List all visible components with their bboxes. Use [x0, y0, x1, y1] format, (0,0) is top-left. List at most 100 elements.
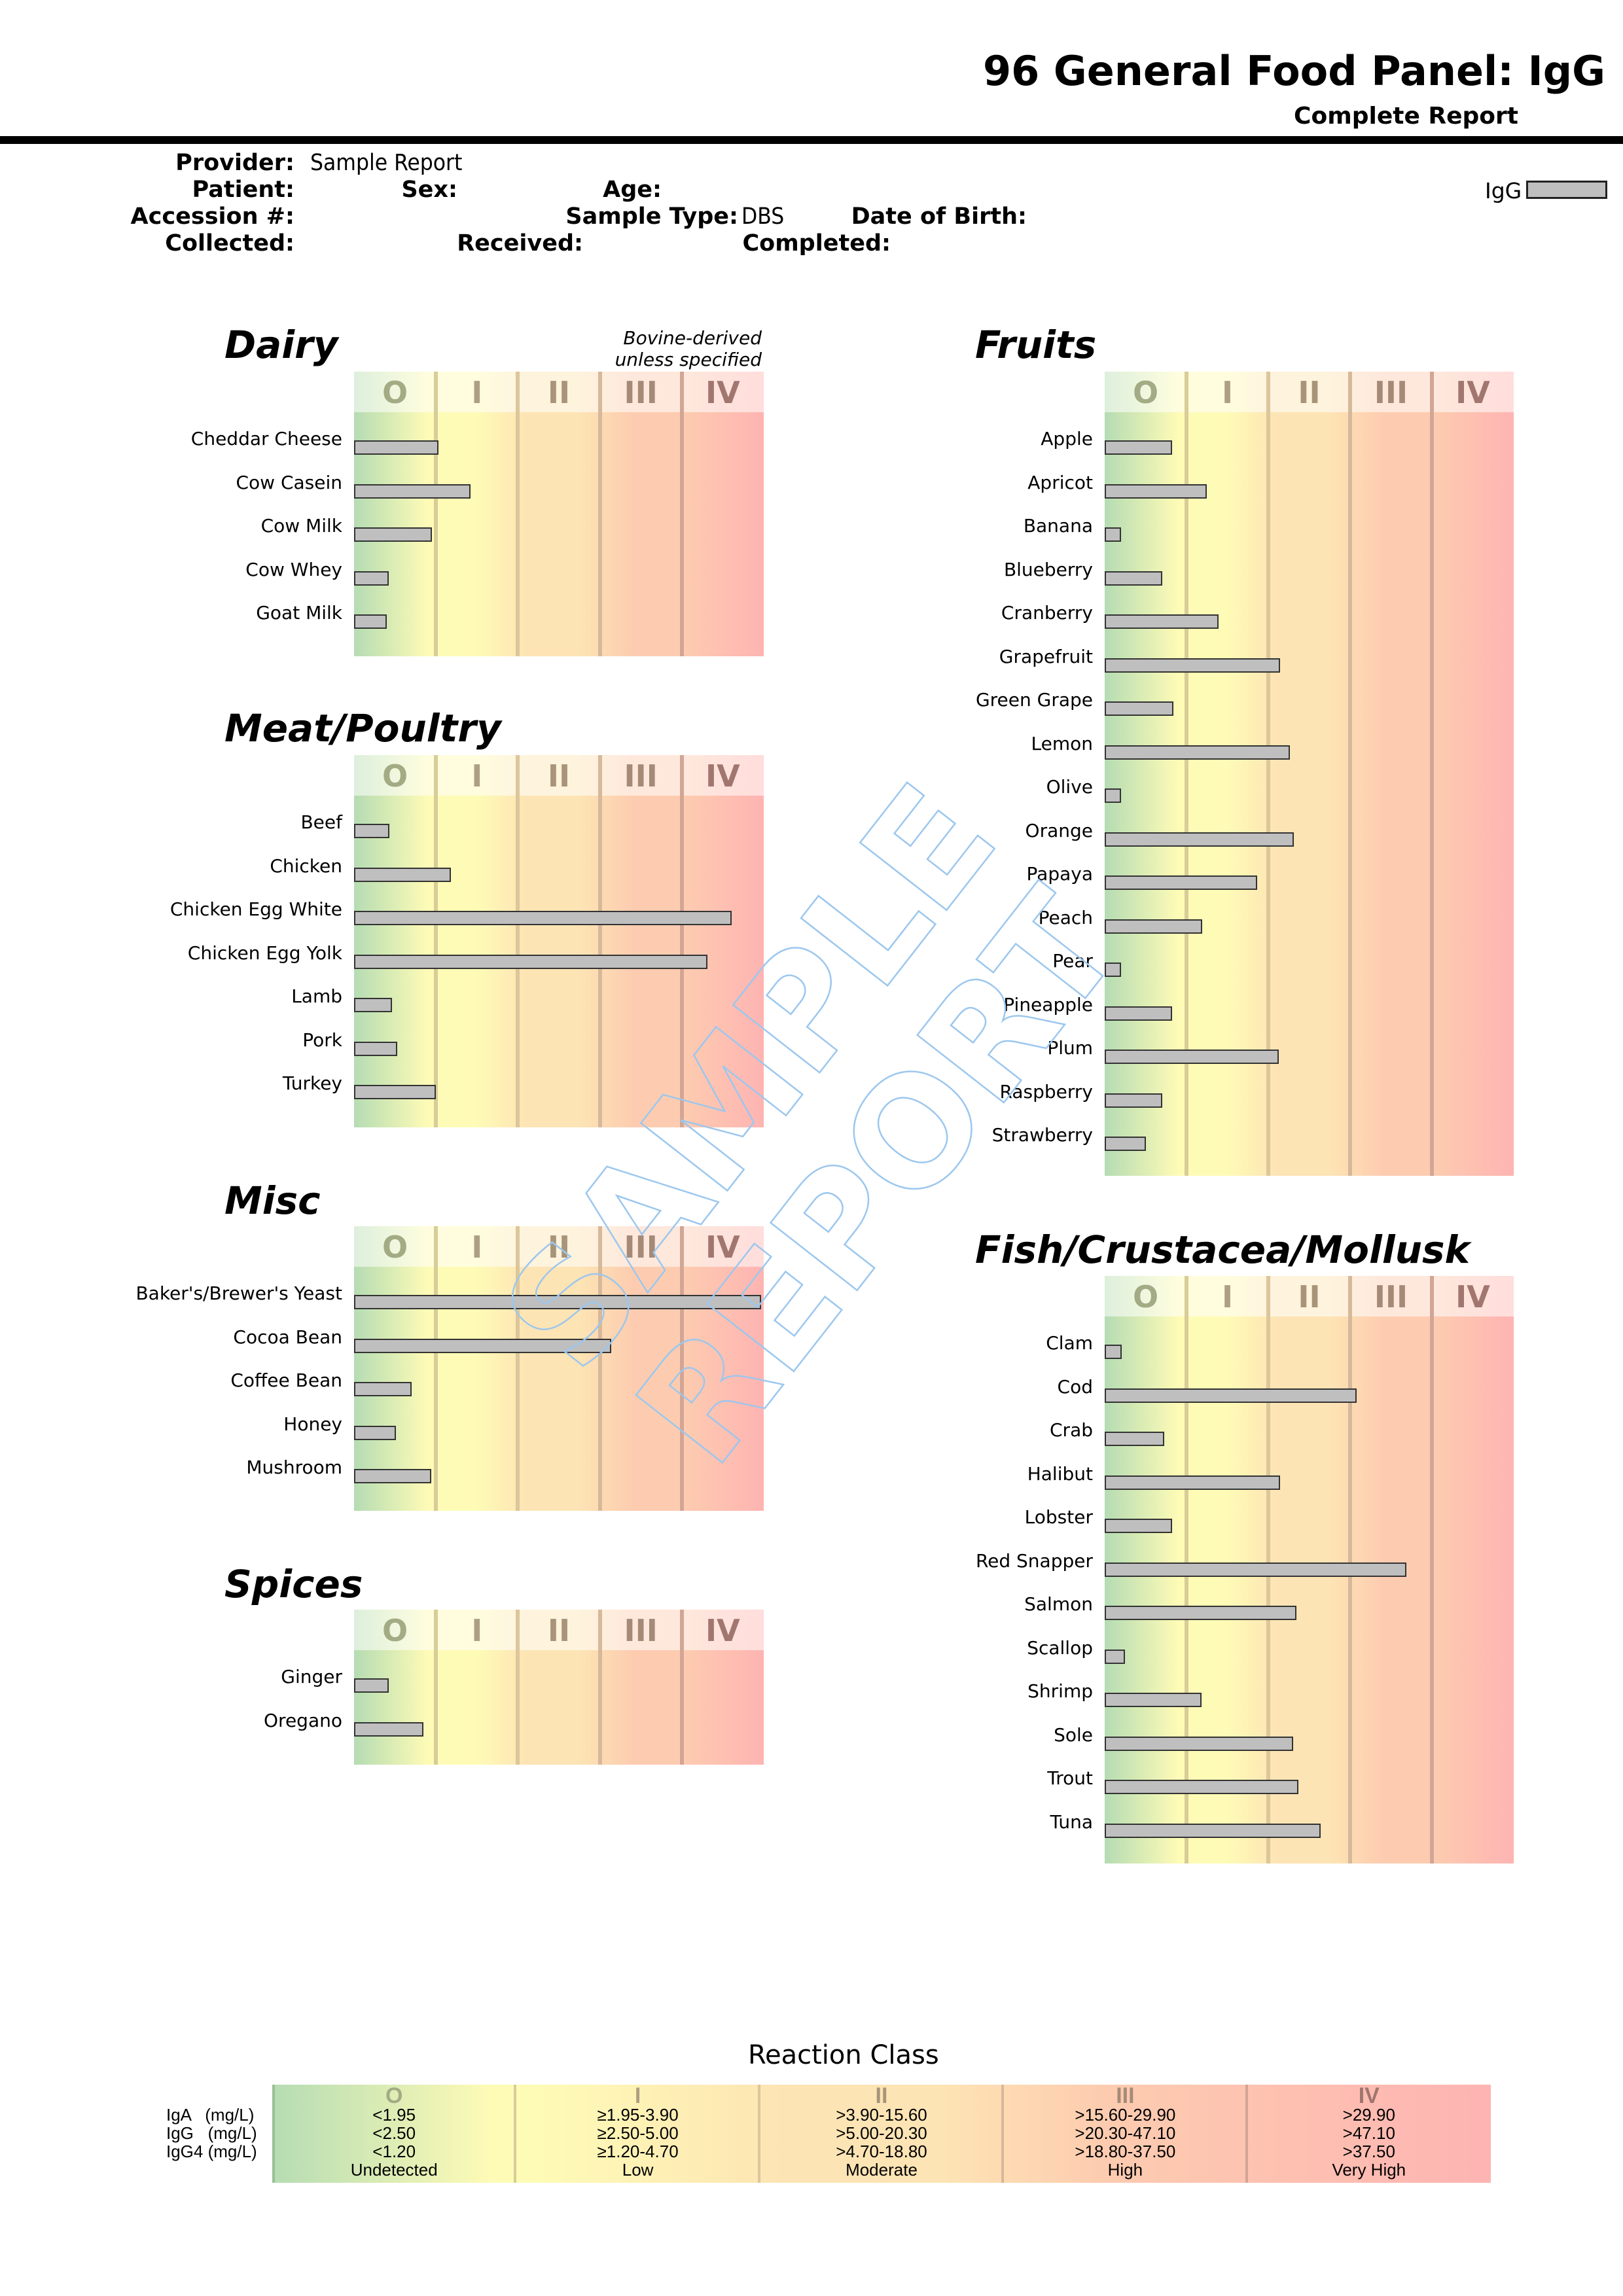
class-label: III [1374, 375, 1408, 410]
rc-igg4: >18.80-37.50 [1075, 2142, 1176, 2161]
class-label: O [1132, 1279, 1159, 1315]
chart-header-band [354, 372, 764, 412]
food-label: Strawberry [991, 1124, 1093, 1146]
rc-class: O [385, 2083, 403, 2108]
collected-label: Collected: [165, 230, 294, 256]
result-bar [354, 484, 471, 499]
section-title-meat-poultry: Meat/Poultry [224, 706, 501, 751]
food-label: Grapefruit [999, 645, 1093, 667]
class-divider [597, 1610, 602, 1765]
chart-meat-poultry: O I II III IV [354, 755, 764, 1127]
rc-iga: ≥1.95-3.90 [597, 2105, 679, 2125]
rc-row-label-igg4: IgG4 (mg/L) [166, 2142, 257, 2161]
class-label: I [471, 375, 483, 410]
rc-igg4: >4.70-18.80 [836, 2142, 927, 2161]
result-bar [1105, 1345, 1122, 1359]
page-subtitle: Complete Report [1294, 103, 1518, 130]
result-bar [1105, 1432, 1165, 1446]
result-bar [1105, 963, 1121, 977]
class-divider [597, 755, 602, 1127]
rc-column: III >15.60-29.90 >20.30-47.10 >18.80-37.50 H… [1003, 2085, 1247, 2183]
rc-divider [514, 2085, 517, 2183]
food-label: Oregano [264, 1709, 342, 1731]
rc-igg4: <1.20 [372, 2142, 416, 2161]
result-bar [1105, 701, 1173, 716]
food-label: Ginger [281, 1666, 342, 1687]
food-label: Salmon [1024, 1593, 1093, 1615]
class-divider [597, 1226, 602, 1511]
food-label: Beef [300, 811, 342, 833]
result-bar [1105, 875, 1257, 890]
provider-value: Sample Report [310, 150, 463, 176]
food-label: Baker's/Brewer's Yeast [135, 1282, 342, 1304]
class-label: IV [705, 1229, 740, 1265]
food-label: Cheddar Cheese [190, 428, 342, 450]
class-label: III [624, 1229, 658, 1265]
food-label: Clam [1046, 1332, 1093, 1354]
result-bar [1105, 1606, 1296, 1620]
rc-column: IV >29.90 >47.10 >37.50 Very High [1247, 2085, 1491, 2183]
header-divider [0, 136, 1623, 144]
patient-label: Patient: [192, 177, 294, 203]
rc-level: Very High [1332, 2160, 1406, 2180]
food-label: Shrimp [1027, 1680, 1093, 1702]
class-label: I [1221, 375, 1234, 410]
chart-header-band [354, 1226, 764, 1267]
result-bar [1105, 1562, 1407, 1577]
reaction-class-table: O <1.95 <2.50 <1.20 Undetected I ≥1.95-3.90 ≥2.… [272, 2085, 1491, 2183]
food-label: Scallop [1027, 1636, 1093, 1659]
rc-divider [1245, 2085, 1248, 2183]
result-bar [1105, 1780, 1299, 1794]
result-bar [1105, 919, 1202, 934]
page-title: 96 General Food Panel: IgG [982, 47, 1605, 95]
class-label: II [547, 758, 571, 794]
food-label: Papaya [1026, 863, 1093, 885]
result-bar [1105, 745, 1290, 760]
dob-label: Date of Birth: [851, 203, 1027, 230]
class-label: III [624, 375, 658, 410]
legend-label: IgG [1485, 178, 1522, 203]
chart-header-band [354, 1610, 764, 1650]
rc-iga: >3.90-15.60 [836, 2105, 927, 2125]
rc-igg: ≥2.50-5.00 [597, 2123, 679, 2143]
result-bar [1105, 1736, 1293, 1751]
result-bar [1105, 1519, 1172, 1533]
result-bar [354, 911, 732, 925]
received-label: Received: [457, 230, 583, 256]
result-bar [354, 614, 387, 629]
class-label: O [382, 758, 408, 794]
class-divider [434, 1226, 438, 1511]
result-bar [354, 1041, 398, 1056]
rc-divider [1001, 2085, 1005, 2183]
result-bar [354, 1722, 424, 1737]
sample-type-value: DBS [741, 203, 785, 230]
chart-header-band [354, 755, 764, 796]
class-divider [516, 755, 520, 1127]
rc-igg: >5.00-20.30 [836, 2123, 927, 2143]
rc-iga: >15.60-29.90 [1075, 2105, 1176, 2125]
food-label: Raspberry [999, 1080, 1093, 1103]
class-divider [516, 1610, 520, 1765]
result-bar [354, 440, 438, 455]
legend-swatch [1526, 181, 1607, 199]
food-label: Pork [302, 1029, 342, 1051]
food-label: Trout [1047, 1767, 1093, 1789]
rc-level: High [1107, 2160, 1143, 2180]
food-label: Apricot [1027, 471, 1093, 493]
food-label: Lamb [291, 985, 342, 1007]
rc-column: O <1.95 <2.50 <1.20 Undetected [272, 2085, 516, 2183]
class-divider [1430, 1276, 1434, 1863]
result-bar [1105, 1475, 1280, 1490]
class-divider [434, 372, 438, 656]
food-label: Chicken [270, 855, 342, 877]
food-label: Cocoa Bean [233, 1326, 342, 1348]
rc-igg4: >37.50 [1342, 2142, 1395, 2161]
result-bar [1105, 527, 1121, 542]
result-bar [1105, 832, 1294, 847]
class-label: III [1374, 1279, 1408, 1315]
food-label: Chicken Egg White [169, 898, 342, 920]
food-label: Honey [283, 1413, 342, 1435]
class-label: IV [705, 1613, 740, 1648]
age-label: Age: [603, 177, 662, 203]
rc-column: II >3.90-15.60 >5.00-20.30 >4.70-18.80 Moder… [760, 2085, 1003, 2183]
